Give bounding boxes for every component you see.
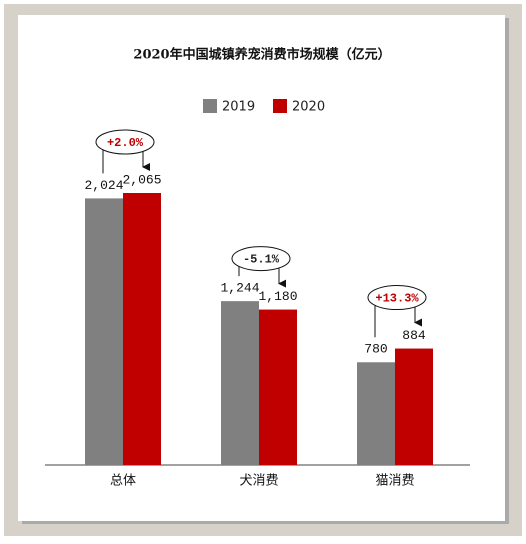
annotation: +13.3%	[375, 292, 419, 306]
legend-label: 2019	[222, 100, 255, 115]
chart-title: 2020年中国城镇养宠消费市场规模（亿元）	[133, 47, 390, 63]
annotation-bubble	[95, 129, 155, 155]
bar	[221, 301, 259, 465]
legend-swatch	[273, 99, 287, 113]
value-label: 1,180	[258, 289, 297, 304]
value-label: 1,244	[220, 281, 259, 296]
x-tick-label: 猫消费	[375, 474, 414, 489]
bar	[395, 348, 433, 465]
x-tick-label: 犬消费	[239, 474, 278, 489]
legend-label: 2020	[292, 100, 325, 115]
value-label: 2,024	[84, 178, 123, 193]
value-label: 884	[402, 328, 426, 343]
bar	[85, 198, 123, 465]
bar	[123, 193, 161, 465]
annotation-bubble	[367, 285, 427, 311]
x-tick-label: 总体	[110, 474, 136, 489]
value-label: 780	[364, 342, 387, 357]
bar	[259, 309, 297, 465]
value-label: 2,065	[122, 172, 161, 187]
legend-swatch	[203, 99, 217, 113]
annotation-bubble	[231, 246, 291, 272]
annotation: -5.1%	[243, 253, 280, 267]
bar	[357, 362, 395, 465]
annotation: +2.0%	[107, 136, 144, 150]
